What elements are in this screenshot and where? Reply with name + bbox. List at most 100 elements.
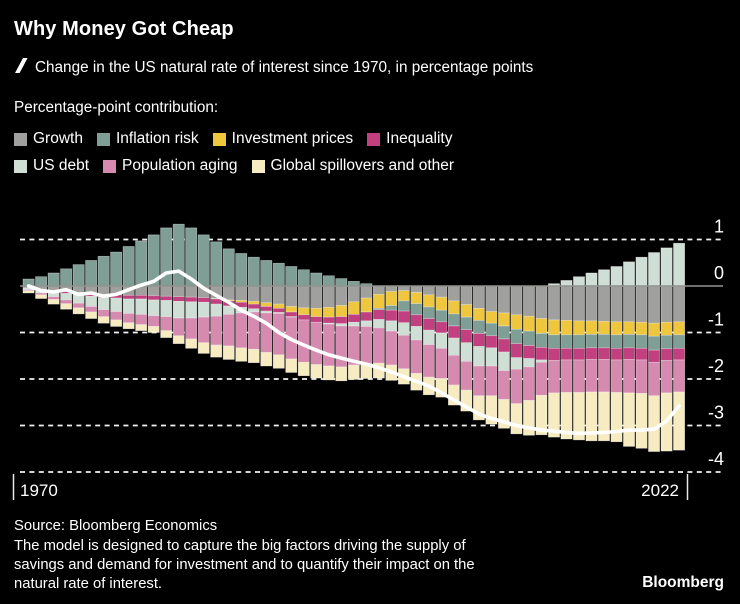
bar-segment-investment_prices [585,320,598,335]
legend-label: Growth [33,130,83,147]
bar-segment-population_aging [573,359,585,393]
legend-heading: Percentage-point contribution: [14,99,219,116]
bar-segment-inflation_risk [247,256,260,287]
bar-segment-growth [372,285,385,295]
bar-segment-inflation_risk [648,335,660,351]
bar-segment-growth [548,285,560,321]
bar-segment-population_aging [322,323,335,367]
bar-segment-population_aging [410,339,423,374]
bar-segment-growth [585,285,598,322]
bar-segment-global_spillovers [247,348,260,364]
bar-segment-inequality [673,348,685,361]
bar-segment-inequality [623,347,635,360]
bar-segment-investment_prices [535,318,548,334]
total-line [26,269,681,436]
bar-segment-inflation_risk [110,251,123,287]
bar-segment-inequality [272,308,285,313]
bar-segment-population_aging [610,359,623,393]
bar-segment-population_aging [60,299,73,304]
bar-segment-inflation_risk [35,276,48,287]
bar-segment-population_aging [385,330,398,366]
bar-segment-investment_prices [322,307,335,318]
bar-segment-investment_prices [335,305,348,317]
bar-segment-population_aging [197,316,210,344]
bar-segment-us_debt [635,256,648,287]
bar-segment-inequality [260,306,273,312]
bar-segment-investment_prices [673,321,685,336]
bar-segment-inequality [635,348,648,361]
bar-segment-inequality [147,295,160,301]
bar-segment-population_aging [598,359,610,393]
bar-segment-us_debt [347,321,360,327]
bar-segment-growth [172,285,185,297]
bar-segment-inflation_risk [660,334,673,350]
footnote-line: natural rate of interest. [14,576,163,593]
bar-segment-us_debt [498,351,510,371]
bar-segment-global_spillovers [72,307,85,315]
bar-segment-growth [535,285,548,319]
bar-segment-us_debt [485,347,498,367]
bar-segment-us_debt [422,329,435,345]
bar-segment-inequality [648,349,660,363]
bar-segment-us_debt [673,242,685,287]
bar-segment-us_debt [210,303,223,317]
bar-segment-population_aging [648,361,660,397]
bar-segment-investment_prices [648,322,660,337]
bar-segment-investment_prices [397,290,410,302]
bar-segment-us_debt [460,342,473,362]
bar-segment-growth [560,285,573,321]
legend-item-us-debt: US debt [14,157,89,175]
bar-segment-inflation_risk [585,334,598,349]
bar-segment-investment_prices [310,308,323,317]
bar-segment-growth [160,285,173,297]
bar-segment-growth [147,285,160,297]
bar-segment-population_aging [535,361,548,396]
bar-segment-growth [185,285,198,298]
bar-segment-inflation_risk [197,234,210,287]
bar-segment-inflation_risk [310,272,323,287]
y-axis-label: -3 [708,403,724,423]
footnote-line: savings and demand for investment and to… [14,557,475,574]
bar-segment-investment_prices [347,301,360,315]
bar-segment-global_spillovers [260,352,273,367]
bar-segment-inequality [347,314,360,323]
bar-segment-us_debt [510,357,523,370]
bar-segment-inflation_risk [410,303,423,316]
bar-segment-inflation_risk [498,325,510,340]
bar-segment-inflation_risk [322,275,335,287]
bar-segment-global_spillovers [510,403,523,435]
bar-segment-us_debt [660,247,673,287]
legend-item-inflation-risk: Inflation risk [96,130,199,148]
legend-swatch [367,132,381,146]
bar-segment-growth [635,285,648,323]
bar-segment-inequality [122,294,135,300]
bar-segment-inequality [247,303,260,310]
pen-slash-icon [14,57,28,79]
bar-segment-global_spillovers [147,326,160,333]
bar-segment-growth [673,285,685,323]
bar-segment-population_aging [185,317,198,340]
bar-segment-inflation_risk [422,306,435,319]
bar-segment-global_spillovers [22,290,35,294]
bar-segment-global_spillovers [210,344,223,358]
bar-segment-population_aging [635,359,648,394]
bar-segment-global_spillovers [585,391,598,442]
bar-segment-us_debt [197,301,210,318]
bar-segment-investment_prices [660,321,673,336]
bar-segment-inequality [585,347,598,360]
bar-segment-inflation_risk [473,320,485,334]
y-axis-label: -2 [708,356,724,376]
bar-segment-inflation_risk [135,240,148,287]
bar-segment-population_aging [485,365,498,397]
bar-segment-global_spillovers [160,330,173,338]
bar-segment-population_aging [473,365,485,397]
bar-segment-population_aging [360,326,373,364]
bar-segment-growth [97,285,110,295]
bar-segment-inflation_risk [285,266,298,287]
bar-segment-global_spillovers [560,392,573,440]
bar-segment-us_debt [435,332,448,349]
bar-segment-population_aging [510,368,523,404]
bar-segment-global_spillovers [222,345,235,360]
bar-segment-investment_prices [635,321,648,336]
bar-segment-us_debt [60,293,73,301]
